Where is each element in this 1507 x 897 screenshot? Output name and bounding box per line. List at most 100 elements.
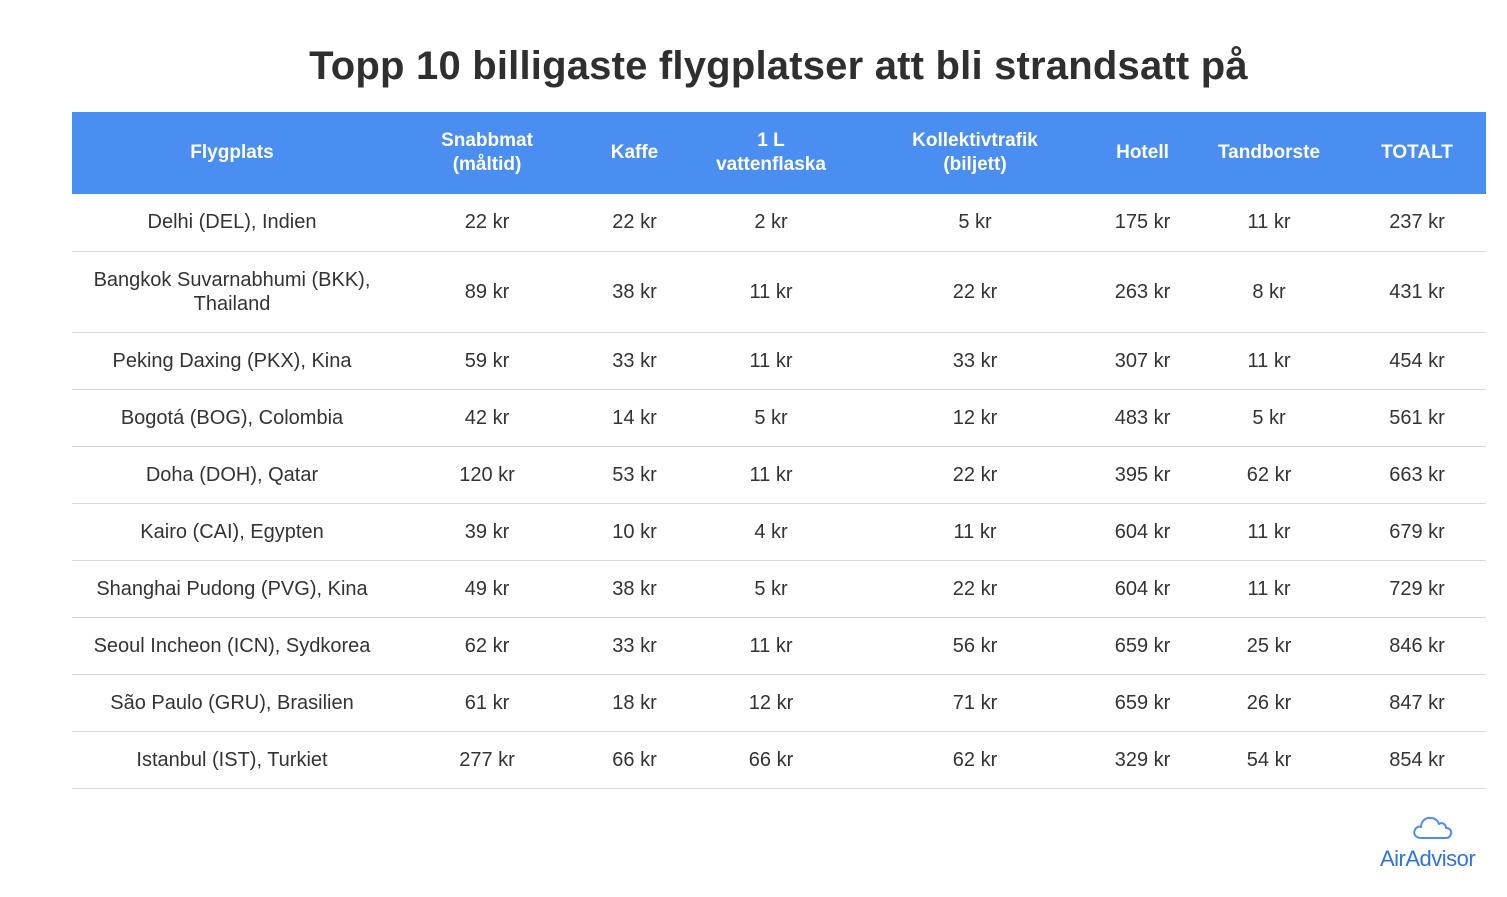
airadvisor-logo: AirAdvisor [1380, 812, 1490, 872]
price-cell: 329 kr [1095, 731, 1190, 789]
airport-cell: São Paulo (GRU), Brasilien [72, 674, 392, 732]
price-cell: 71 kr [855, 674, 1095, 732]
price-cell: 175 kr [1095, 194, 1190, 252]
price-cell: 10 kr [582, 503, 687, 561]
column-header: Kollektivtrafik (biljett) [855, 112, 1095, 194]
column-header-label: Flygplats [190, 142, 274, 163]
price-cell: 12 kr [855, 389, 1095, 447]
price-cell: 18 kr [582, 674, 687, 732]
price-cell: 11 kr [1190, 194, 1348, 252]
column-header-label: Kaffe [610, 142, 659, 163]
airport-cell: Istanbul (IST), Turkiet [72, 731, 392, 789]
price-cell: 604 kr [1095, 503, 1190, 561]
price-cell: 49 kr [392, 560, 582, 618]
column-header: Kaffe [582, 112, 687, 194]
price-cell: 5 kr [855, 194, 1095, 252]
airport-cell: Kairo (CAI), Egypten [72, 503, 392, 561]
price-cell: 679 kr [1348, 503, 1486, 561]
price-cell: 59 kr [392, 332, 582, 390]
price-cell: 663 kr [1348, 446, 1486, 504]
price-cell: 11 kr [855, 503, 1095, 561]
table-row: Delhi (DEL), Indien 22 kr 22 kr 2 kr 5 kr 175… [72, 194, 1486, 252]
price-cell: 38 kr [582, 560, 687, 618]
price-cell: 62 kr [855, 731, 1095, 789]
table-row: Bangkok Suvarnabhumi (BKK), Thailand 89 k… [72, 251, 1486, 333]
price-cell: 277 kr [392, 731, 582, 789]
price-cell: 846 kr [1348, 617, 1486, 675]
airport-cell: Seoul Incheon (ICN), Sydkorea [72, 617, 392, 675]
price-cell: 604 kr [1095, 560, 1190, 618]
airport-cell: Bangkok Suvarnabhumi (BKK), Thailand [72, 251, 392, 333]
price-cell: 561 kr [1348, 389, 1486, 447]
price-cell: 11 kr [1190, 332, 1348, 390]
price-cell: 454 kr [1348, 332, 1486, 390]
cost-table: Flygplats Snabbmat (måltid) Kaffe 1 L vatte… [72, 112, 1486, 789]
price-cell: 22 kr [582, 194, 687, 252]
table-row: Peking Daxing (PKX), Kina 59 kr 33 kr 11 kr… [72, 332, 1486, 390]
price-cell: 847 kr [1348, 674, 1486, 732]
price-cell: 89 kr [392, 251, 582, 333]
price-cell: 22 kr [392, 194, 582, 252]
price-cell: 5 kr [1190, 389, 1348, 447]
price-cell: 38 kr [582, 251, 687, 333]
price-cell: 22 kr [855, 446, 1095, 504]
column-header-label: Snabbmat (måltid) [441, 130, 533, 175]
price-cell: 11 kr [687, 446, 855, 504]
price-cell: 237 kr [1348, 194, 1486, 252]
price-cell: 62 kr [1190, 446, 1348, 504]
price-cell: 66 kr [687, 731, 855, 789]
price-cell: 5 kr [687, 389, 855, 447]
cloud-icon [1413, 816, 1453, 839]
price-cell: 395 kr [1095, 446, 1190, 504]
page-title: Topp 10 billigaste flygplatser att bli s… [309, 44, 1248, 88]
price-cell: 62 kr [392, 617, 582, 675]
price-cell: 11 kr [687, 251, 855, 333]
column-header-label: TOTALT [1381, 142, 1453, 163]
price-cell: 659 kr [1095, 617, 1190, 675]
logo-text: AirAdvisor [1380, 846, 1476, 871]
airport-cell: Peking Daxing (PKX), Kina [72, 332, 392, 390]
column-header: TOTALT [1348, 112, 1486, 194]
column-header: Flygplats [72, 112, 392, 194]
column-header-label: 1 L vattenflaska [716, 130, 826, 175]
price-cell: 22 kr [855, 251, 1095, 333]
price-cell: 26 kr [1190, 674, 1348, 732]
price-cell: 61 kr [392, 674, 582, 732]
price-cell: 11 kr [1190, 503, 1348, 561]
table-row: Istanbul (IST), Turkiet 277 kr 66 kr 66 kr 6… [72, 731, 1486, 789]
column-header-label: Hotell [1116, 142, 1169, 163]
price-cell: 22 kr [855, 560, 1095, 618]
price-cell: 25 kr [1190, 617, 1348, 675]
column-header: Hotell [1095, 112, 1190, 194]
price-cell: 4 kr [687, 503, 855, 561]
column-header-label: Kollektivtrafik (biljett) [912, 130, 1038, 175]
column-header: Snabbmat (måltid) [392, 112, 582, 194]
price-cell: 307 kr [1095, 332, 1190, 390]
table-header-row: Flygplats Snabbmat (måltid) Kaffe 1 L vatte… [72, 112, 1486, 194]
airport-cell: Delhi (DEL), Indien [72, 194, 392, 252]
price-cell: 2 kr [687, 194, 855, 252]
table-row: Shanghai Pudong (PVG), Kina 49 kr 38 kr 5 k… [72, 560, 1486, 618]
price-cell: 66 kr [582, 731, 687, 789]
airport-cell: Bogotá (BOG), Colombia [72, 389, 392, 447]
price-cell: 5 kr [687, 560, 855, 618]
price-cell: 42 kr [392, 389, 582, 447]
price-cell: 729 kr [1348, 560, 1486, 618]
price-cell: 11 kr [687, 617, 855, 675]
table-row: Seoul Incheon (ICN), Sydkorea 62 kr 33 kr 1… [72, 617, 1486, 675]
price-cell: 53 kr [582, 446, 687, 504]
price-cell: 54 kr [1190, 731, 1348, 789]
column-header-label: Tandborste [1217, 142, 1321, 163]
airport-cell: Doha (DOH), Qatar [72, 446, 392, 504]
price-cell: 659 kr [1095, 674, 1190, 732]
price-cell: 263 kr [1095, 251, 1190, 333]
price-cell: 56 kr [855, 617, 1095, 675]
column-header: Tandborste [1190, 112, 1348, 194]
table-row: Doha (DOH), Qatar 120 kr 53 kr 11 kr 22 kr 39… [72, 446, 1486, 504]
price-cell: 33 kr [582, 332, 687, 390]
price-cell: 120 kr [392, 446, 582, 504]
price-cell: 431 kr [1348, 251, 1486, 333]
price-cell: 39 kr [392, 503, 582, 561]
price-cell: 33 kr [855, 332, 1095, 390]
price-cell: 483 kr [1095, 389, 1190, 447]
